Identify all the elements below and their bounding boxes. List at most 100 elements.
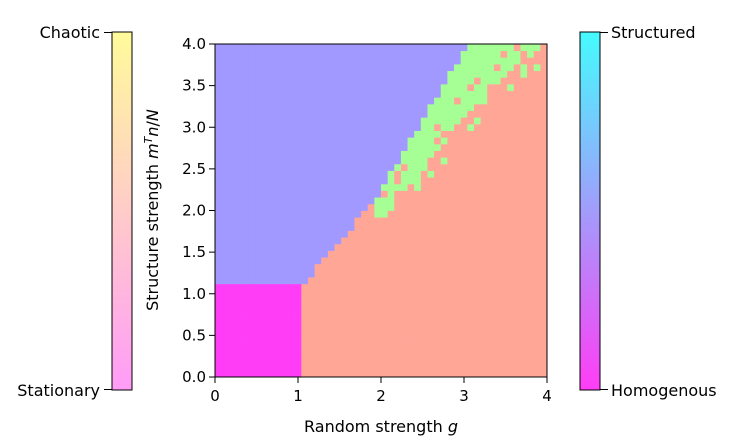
heatmap-cell-chaotic-structured xyxy=(507,57,515,65)
heatmap-cell-stationary-structured xyxy=(274,190,282,198)
heatmap-cell-stationary-homogeneous xyxy=(215,343,223,351)
heatmap-cell-chaotic-homogeneous xyxy=(361,317,369,325)
heatmap-cell-chaotic-homogeneous xyxy=(354,323,362,331)
heatmap-cell-chaotic-homogeneous xyxy=(420,277,428,285)
heatmap-cell-stationary-structured xyxy=(294,177,302,185)
heatmap-cell-stationary-structured xyxy=(301,197,309,205)
heatmap-cell-stationary-structured xyxy=(241,110,249,118)
y-tick-label: 2.0 xyxy=(182,202,206,220)
heatmap-cell-stationary-structured xyxy=(281,77,289,85)
heatmap-cell-chaotic-homogeneous xyxy=(434,283,442,291)
right-colorbar-gradient xyxy=(579,31,601,391)
heatmap-cell-stationary-homogeneous xyxy=(268,350,276,358)
heatmap-cell-stationary-structured xyxy=(241,190,249,198)
heatmap-cell-stationary-structured xyxy=(268,277,276,285)
heatmap-cell-stationary-structured xyxy=(347,143,355,151)
heatmap-cell-chaotic-homogeneous xyxy=(434,177,442,185)
heatmap-cell-stationary-structured xyxy=(268,44,276,52)
heatmap-cell-stationary-structured xyxy=(254,90,262,98)
heatmap-cell-chaotic-homogeneous xyxy=(487,363,495,371)
heatmap-cell-stationary-structured xyxy=(281,163,289,171)
heatmap-cell-stationary-structured xyxy=(241,90,249,98)
heatmap-cell-chaotic-homogeneous xyxy=(473,197,481,205)
heatmap-cell-stationary-structured xyxy=(327,177,335,185)
heatmap-cell-chaotic-homogeneous xyxy=(447,317,455,325)
heatmap-cell-stationary-structured xyxy=(261,57,269,65)
heatmap-cell-chaotic-homogeneous xyxy=(454,277,462,285)
heatmap-cell-chaotic-homogeneous xyxy=(440,337,448,345)
heatmap-cell-chaotic-homogeneous xyxy=(307,297,315,305)
heatmap-cell-chaotic-homogeneous xyxy=(400,277,408,285)
heatmap-cell-chaotic-homogeneous xyxy=(487,270,495,278)
heatmap-cell-stationary-structured xyxy=(254,83,262,92)
left-colorbar-gradient xyxy=(111,31,133,391)
heatmap-cell-stationary-structured xyxy=(261,150,269,158)
heatmap-cell-chaotic-homogeneous xyxy=(493,150,501,158)
heatmap-cell-chaotic-homogeneous xyxy=(434,243,442,251)
heatmap-cell-stationary-homogeneous xyxy=(234,303,242,311)
heatmap-cell-chaotic-homogeneous xyxy=(354,297,362,305)
heatmap-cell-stationary-structured xyxy=(420,57,428,65)
heatmap-cell-chaotic-homogeneous xyxy=(527,197,535,205)
heatmap-cell-chaotic-homogeneous xyxy=(467,230,475,238)
heatmap-cell-chaotic-homogeneous xyxy=(447,143,455,151)
heatmap-cell-stationary-structured xyxy=(314,143,322,151)
heatmap-cell-chaotic-homogeneous xyxy=(487,197,495,205)
heatmap-cell-chaotic-homogeneous xyxy=(493,350,501,358)
heatmap-cell-chaotic-homogeneous xyxy=(500,190,508,198)
heatmap-cell-chaotic-structured xyxy=(427,130,435,138)
heatmap-cell-stationary-structured xyxy=(281,117,289,125)
heatmap-cell-chaotic-homogeneous xyxy=(347,250,355,258)
heatmap-cell-stationary-structured xyxy=(288,117,296,125)
heatmap-cell-stationary-structured xyxy=(321,243,329,251)
heatmap-cell-stationary-homogeneous xyxy=(274,310,282,318)
heatmap-cell-chaotic-structured xyxy=(473,97,481,105)
heatmap-cell-chaotic-homogeneous xyxy=(407,183,415,191)
heatmap-cell-chaotic-homogeneous xyxy=(394,290,402,298)
heatmap-cell-chaotic-homogeneous xyxy=(354,250,362,258)
heatmap-cell-chaotic-homogeneous xyxy=(440,210,448,218)
heatmap-cell-stationary-homogeneous xyxy=(281,357,289,365)
heatmap-cell-chaotic-structured xyxy=(480,63,488,72)
heatmap-cell-stationary-structured xyxy=(228,217,236,225)
heatmap-cell-chaotic-homogeneous xyxy=(420,177,428,185)
heatmap-cell-chaotic-homogeneous xyxy=(400,363,408,371)
heatmap-cell-chaotic-homogeneous xyxy=(327,330,335,338)
heatmap-cell-chaotic-homogeneous xyxy=(487,337,495,345)
heatmap-cell-chaotic-homogeneous xyxy=(487,190,495,198)
heatmap-cell-stationary-structured xyxy=(221,90,229,98)
heatmap-cell-stationary-structured xyxy=(327,210,335,218)
heatmap-cell-chaotic-homogeneous xyxy=(321,370,329,378)
heatmap-cell-stationary-structured xyxy=(354,123,362,131)
heatmap-cell-stationary-structured xyxy=(420,97,428,105)
heatmap-cell-chaotic-homogeneous xyxy=(367,297,375,305)
heatmap-cell-chaotic-homogeneous xyxy=(434,337,442,345)
heatmap-cell-chaotic-homogeneous xyxy=(520,143,528,151)
heatmap-cell-stationary-structured xyxy=(327,170,335,178)
heatmap-cell-stationary-structured xyxy=(374,103,382,111)
heatmap-cell-chaotic-homogeneous xyxy=(533,57,541,65)
heatmap-cell-chaotic-structured xyxy=(460,90,468,98)
heatmap-cell-stationary-structured xyxy=(281,197,289,205)
heatmap-cell-chaotic-homogeneous xyxy=(387,317,395,325)
heatmap-cell-chaotic-homogeneous xyxy=(460,243,468,251)
heatmap-cell-chaotic-homogeneous xyxy=(394,343,402,351)
heatmap-cell-stationary-homogeneous xyxy=(268,343,276,351)
heatmap-cell-stationary-homogeneous xyxy=(254,283,262,291)
heatmap-cell-chaotic-structured xyxy=(407,163,415,171)
heatmap-cell-chaotic-homogeneous xyxy=(533,357,541,365)
heatmap-cell-stationary-structured xyxy=(381,70,389,78)
heatmap-cell-chaotic-homogeneous xyxy=(414,303,422,311)
heatmap-cell-stationary-structured xyxy=(414,70,422,78)
heatmap-cell-chaotic-homogeneous xyxy=(414,310,422,318)
heatmap-cell-chaotic-homogeneous xyxy=(427,203,435,211)
heatmap-cell-chaotic-homogeneous xyxy=(347,277,355,285)
heatmap-cell-stationary-structured xyxy=(234,63,242,72)
heatmap-cell-chaotic-homogeneous xyxy=(520,83,528,92)
heatmap-cell-chaotic-homogeneous xyxy=(500,283,508,291)
heatmap-cell-chaotic-homogeneous xyxy=(487,297,495,305)
heatmap-cell-chaotic-homogeneous xyxy=(440,310,448,318)
heatmap-cell-chaotic-homogeneous xyxy=(527,77,535,85)
heatmap-cell-stationary-structured xyxy=(221,257,229,265)
heatmap-cell-chaotic-homogeneous xyxy=(427,190,435,198)
